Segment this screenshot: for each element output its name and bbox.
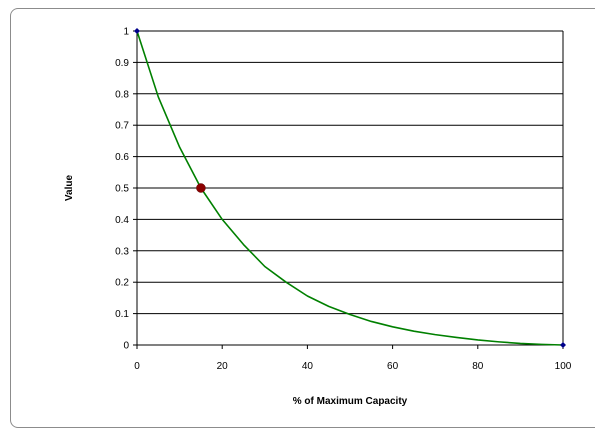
y-tick-label: 0.2 (115, 278, 129, 289)
series (136, 30, 564, 346)
y-tick-label: 0.7 (115, 121, 129, 132)
x-tick-label: 60 (387, 361, 399, 372)
endpoint-marker (134, 28, 140, 34)
y-tick-label: 0 (123, 341, 129, 352)
x-tick-label: 80 (472, 361, 484, 372)
y-tick-label: 0.9 (115, 58, 129, 69)
y-tick-label: 0.4 (115, 215, 129, 226)
x-tick-label: 20 (217, 361, 229, 372)
highlight-point (196, 183, 206, 193)
y-tick-label: 1 (123, 27, 129, 38)
markers (134, 28, 566, 348)
y-tick-label: 0.8 (115, 89, 129, 100)
endpoint-marker (560, 342, 566, 348)
x-tick-label: 100 (555, 361, 572, 372)
y-axis-title: Value (64, 175, 75, 202)
x-tick-label: 40 (302, 361, 314, 372)
y-tick-label: 0.1 (115, 309, 129, 320)
series-line-0 (136, 30, 564, 346)
y-tick-label: 0.6 (115, 152, 129, 163)
tick-labels: 0 0.1 0.2 0.3 0.4 0.5 0.6 0.7 0.8 0.9 1 0 20 40 60 80 10… (115, 27, 572, 373)
y-tick-label: 0.5 (115, 184, 129, 195)
y-tick-label: 0.3 (115, 246, 129, 257)
x-axis-title: % of Maximum Capacity (293, 396, 408, 407)
x-tick-label: 0 (134, 361, 140, 372)
gridlines (137, 30, 563, 315)
